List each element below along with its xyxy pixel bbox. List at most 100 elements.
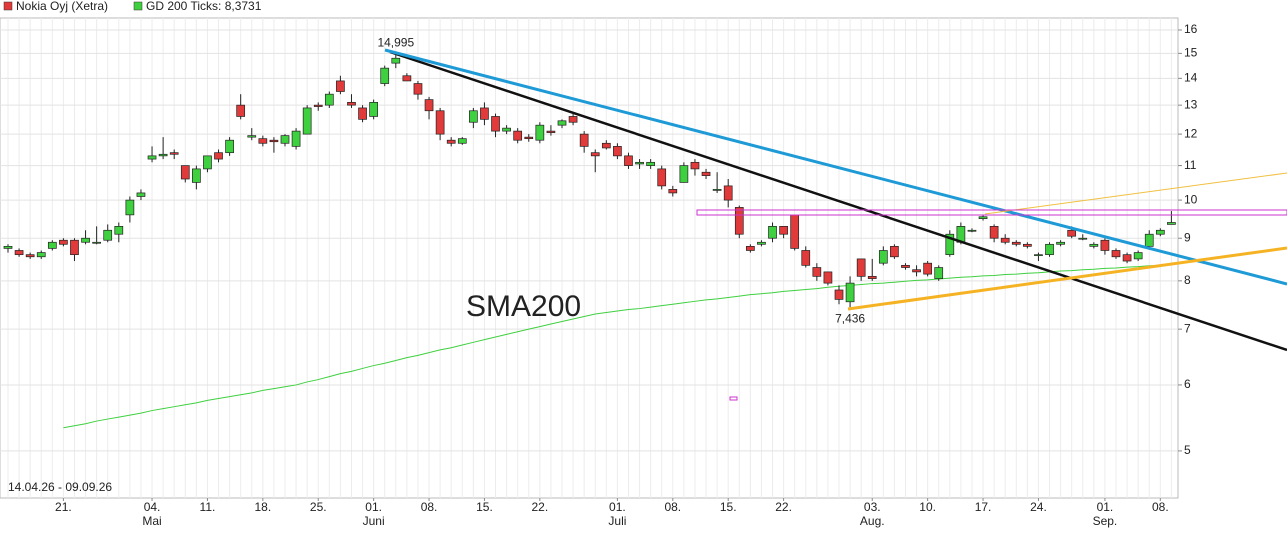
candle-body bbox=[757, 241, 766, 245]
candle-body bbox=[845, 282, 855, 303]
candle-body bbox=[812, 267, 822, 277]
y-tick-label: 12 bbox=[1184, 126, 1198, 140]
candle-body bbox=[502, 127, 511, 132]
candle-body bbox=[579, 133, 589, 147]
candle-body bbox=[878, 250, 888, 264]
candle-body bbox=[203, 155, 212, 170]
candle-body bbox=[81, 237, 90, 243]
x-tick-label: 18. bbox=[254, 500, 271, 514]
candle-body bbox=[768, 226, 777, 239]
x-tick-label: 08. bbox=[664, 500, 681, 514]
candle-body bbox=[136, 192, 146, 197]
candle-body bbox=[690, 161, 700, 170]
candles bbox=[3, 53, 1176, 429]
candle-body bbox=[867, 275, 877, 279]
candle-body bbox=[1045, 243, 1054, 256]
candle-body bbox=[424, 99, 434, 112]
x-tick-label: 15. bbox=[476, 500, 493, 514]
trend-line-thin bbox=[984, 172, 1287, 215]
candle-body bbox=[890, 245, 899, 258]
candle-body bbox=[14, 250, 24, 256]
candle-body bbox=[1078, 237, 1088, 240]
candle-body bbox=[491, 116, 500, 132]
y-tick-label: 13 bbox=[1184, 97, 1198, 111]
candle-body bbox=[967, 229, 977, 232]
candle-body bbox=[1144, 233, 1154, 247]
candle-body bbox=[380, 67, 390, 84]
candle-body bbox=[934, 267, 944, 279]
candle-body bbox=[1167, 222, 1176, 225]
candle-body bbox=[269, 139, 279, 143]
candle-body bbox=[746, 245, 755, 251]
candle-body bbox=[557, 120, 567, 126]
candle-body bbox=[192, 168, 201, 183]
marker bbox=[729, 396, 738, 401]
x-tick-label: 01. Juli bbox=[608, 500, 626, 528]
x-tick-label: 10. bbox=[919, 500, 936, 514]
x-tick-label: 21. bbox=[55, 500, 72, 514]
candle-body bbox=[402, 75, 412, 82]
candle-body bbox=[358, 107, 367, 120]
legend-label: GD 200 Ticks: 8,3731 bbox=[146, 0, 262, 13]
candle-body bbox=[236, 104, 246, 117]
grid bbox=[0, 18, 1178, 498]
candle-body bbox=[1034, 254, 1043, 257]
y-tick-label: 8 bbox=[1184, 273, 1191, 287]
y-tick-label: 15 bbox=[1184, 46, 1198, 60]
low-label: 7,436 bbox=[835, 311, 865, 325]
candle-body bbox=[1089, 243, 1099, 247]
y-tick-label: 6 bbox=[1184, 377, 1191, 391]
sma-line bbox=[63, 263, 1172, 429]
candle-body bbox=[457, 138, 467, 144]
candle-body bbox=[912, 269, 921, 273]
candle-body bbox=[1100, 239, 1110, 251]
y-tick-label: 9 bbox=[1184, 230, 1191, 244]
candle-body bbox=[646, 161, 655, 166]
x-tick-label: 01. Sep. bbox=[1093, 500, 1118, 528]
candle-body bbox=[834, 289, 844, 300]
y-tick-label: 5 bbox=[1184, 443, 1191, 457]
candle-body bbox=[1000, 237, 1010, 243]
trend-line-black bbox=[389, 50, 1287, 352]
candle-body bbox=[3, 245, 13, 249]
candle-body bbox=[313, 104, 323, 107]
legend-label: Nokia Oyj (Xetra) bbox=[16, 0, 108, 13]
candle-body bbox=[801, 250, 811, 266]
candle-body bbox=[1111, 250, 1121, 258]
candle-body bbox=[92, 241, 101, 244]
candle-body bbox=[790, 214, 800, 249]
candle-body bbox=[524, 136, 534, 140]
y-tick-label: 10 bbox=[1184, 192, 1198, 206]
candle-body bbox=[413, 83, 423, 95]
candle-body bbox=[147, 155, 157, 160]
candle-body bbox=[247, 135, 257, 138]
candle-body bbox=[657, 168, 667, 187]
x-tick-label: 01. Juni bbox=[363, 500, 385, 528]
candle-body bbox=[613, 146, 622, 157]
candle-body bbox=[712, 189, 722, 191]
legend-swatch bbox=[133, 1, 143, 11]
x-tick-label: 08. bbox=[421, 500, 438, 514]
candle-body bbox=[1023, 243, 1032, 247]
candle-body bbox=[923, 262, 932, 275]
candle-body bbox=[25, 254, 35, 258]
x-tick-label: 15. bbox=[720, 500, 737, 514]
candle-body bbox=[901, 264, 910, 268]
y-tick-label: 7 bbox=[1184, 321, 1191, 335]
trend-line-blue bbox=[384, 48, 1287, 286]
candle-body bbox=[469, 110, 478, 123]
candle-body bbox=[1133, 252, 1143, 260]
candle-body bbox=[446, 139, 456, 144]
candle-body bbox=[1056, 241, 1065, 245]
candle-body bbox=[668, 189, 678, 194]
candle-body bbox=[435, 110, 445, 135]
candle-body bbox=[225, 139, 234, 154]
horizontal-zone bbox=[696, 209, 1287, 216]
y-tick-label: 11 bbox=[1184, 158, 1197, 172]
candle-body bbox=[1155, 229, 1165, 235]
x-tick-label: 22. bbox=[775, 500, 792, 514]
candle-body bbox=[180, 165, 190, 180]
candle-body bbox=[568, 116, 578, 123]
candle-body bbox=[535, 124, 545, 141]
